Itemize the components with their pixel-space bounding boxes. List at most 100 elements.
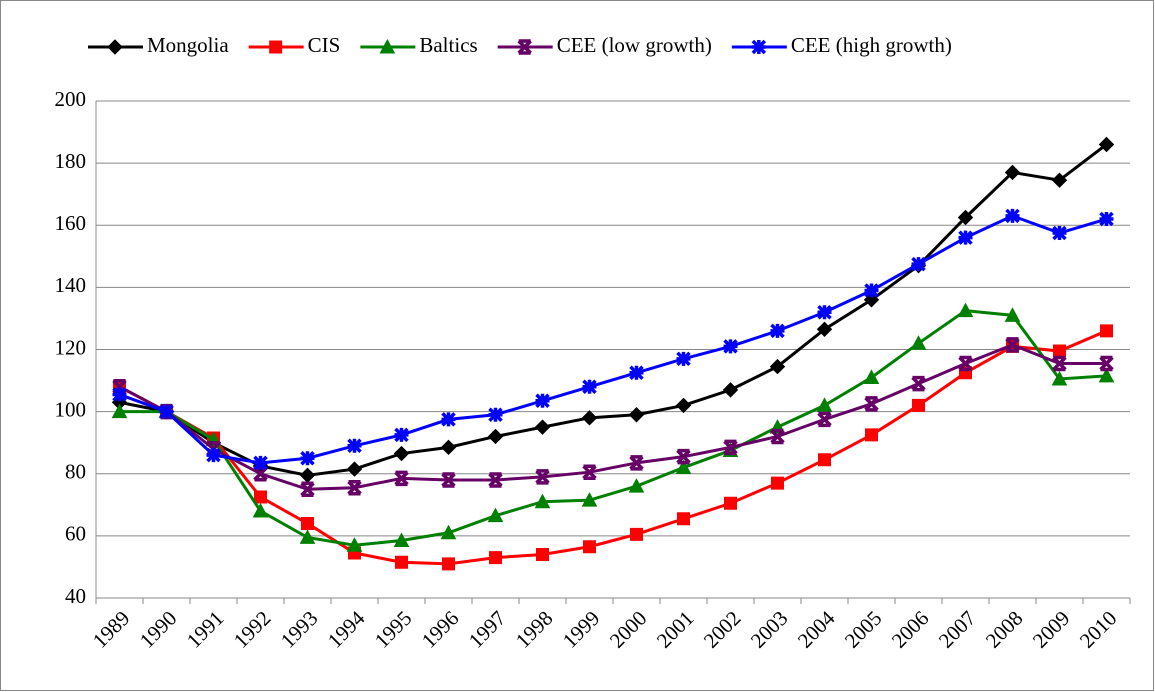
data-point <box>489 551 502 565</box>
data-point <box>958 355 973 372</box>
data-point <box>394 470 409 487</box>
legend-label: CEE (low growth) <box>557 33 712 57</box>
data-point <box>441 412 456 427</box>
series-line <box>118 343 1107 491</box>
data-point <box>440 524 457 540</box>
data-point <box>911 256 926 272</box>
data-point <box>1005 337 1020 353</box>
legend-label: Baltics <box>419 33 477 57</box>
data-point <box>1099 355 1114 372</box>
data-point <box>347 438 362 454</box>
data-point <box>582 379 597 395</box>
series-line <box>119 309 1107 547</box>
data-point <box>817 411 832 428</box>
legend-marker <box>269 40 283 54</box>
data-point <box>770 428 785 445</box>
data-point <box>1052 225 1067 241</box>
data-point <box>723 439 738 456</box>
data-point <box>676 351 691 367</box>
data-point <box>300 450 315 466</box>
data-point <box>346 461 363 477</box>
y-tick-label: 60 <box>65 522 86 546</box>
data-point <box>393 532 410 548</box>
data-point <box>581 410 598 426</box>
data-point <box>393 445 410 462</box>
data-point <box>629 455 644 471</box>
data-point <box>816 397 833 412</box>
data-point <box>159 404 174 419</box>
data-point <box>1004 164 1021 181</box>
data-point <box>111 403 128 419</box>
data-point <box>112 387 127 402</box>
data-point <box>535 393 550 408</box>
data-point <box>722 382 739 398</box>
data-point <box>487 428 504 445</box>
data-point <box>487 507 504 523</box>
data-point <box>536 548 549 562</box>
data-point <box>534 493 551 509</box>
y-tick-label: 180 <box>55 149 87 173</box>
series-line <box>118 329 1108 566</box>
data-point <box>957 302 974 318</box>
data-point <box>253 455 268 471</box>
y-tick-label: 40 <box>65 584 86 608</box>
data-point <box>630 527 643 541</box>
data-point <box>394 427 409 443</box>
legend-label: Mongolia <box>147 33 229 57</box>
legend-marker <box>107 39 123 55</box>
data-point <box>865 428 878 442</box>
legend-label: CIS <box>308 33 341 57</box>
data-point <box>488 472 503 488</box>
legend-marker <box>379 38 396 54</box>
data-point <box>581 492 598 507</box>
data-point <box>206 447 221 463</box>
data-point <box>628 407 645 423</box>
data-point <box>1099 211 1114 227</box>
data-point <box>346 537 363 552</box>
y-tick-label: 100 <box>55 397 87 421</box>
data-point <box>253 466 268 482</box>
data-point <box>816 321 833 338</box>
y-tick-label: 140 <box>55 273 87 297</box>
series-line <box>119 143 1108 477</box>
data-point <box>1100 324 1113 338</box>
data-point <box>910 335 927 350</box>
series-line <box>118 214 1107 465</box>
legend-marker <box>517 39 532 55</box>
data-point <box>1052 355 1067 372</box>
data-point <box>817 304 832 320</box>
data-point <box>441 472 456 488</box>
data-point <box>675 397 692 414</box>
data-point <box>1051 172 1068 188</box>
data-point <box>1098 367 1115 383</box>
data-point <box>347 479 362 496</box>
data-point <box>958 230 973 245</box>
data-point <box>395 555 408 569</box>
data-point <box>112 379 127 395</box>
data-point <box>1098 136 1115 153</box>
data-point <box>723 339 738 354</box>
data-point <box>1004 307 1021 322</box>
data-point <box>583 540 596 554</box>
data-point <box>676 448 691 465</box>
data-point <box>488 407 503 422</box>
data-point <box>1005 208 1020 224</box>
data-point <box>535 469 550 485</box>
data-point <box>582 464 597 480</box>
data-point <box>300 481 315 498</box>
data-point <box>912 398 925 412</box>
data-point <box>252 502 269 518</box>
data-point <box>863 369 880 384</box>
data-point <box>769 358 786 375</box>
data-point <box>818 453 831 467</box>
data-point <box>628 478 645 493</box>
data-point <box>301 516 314 530</box>
data-point <box>534 419 551 435</box>
data-point <box>629 365 644 381</box>
data-point <box>911 375 926 392</box>
y-tick-label: 120 <box>55 335 87 359</box>
data-point <box>864 283 879 298</box>
